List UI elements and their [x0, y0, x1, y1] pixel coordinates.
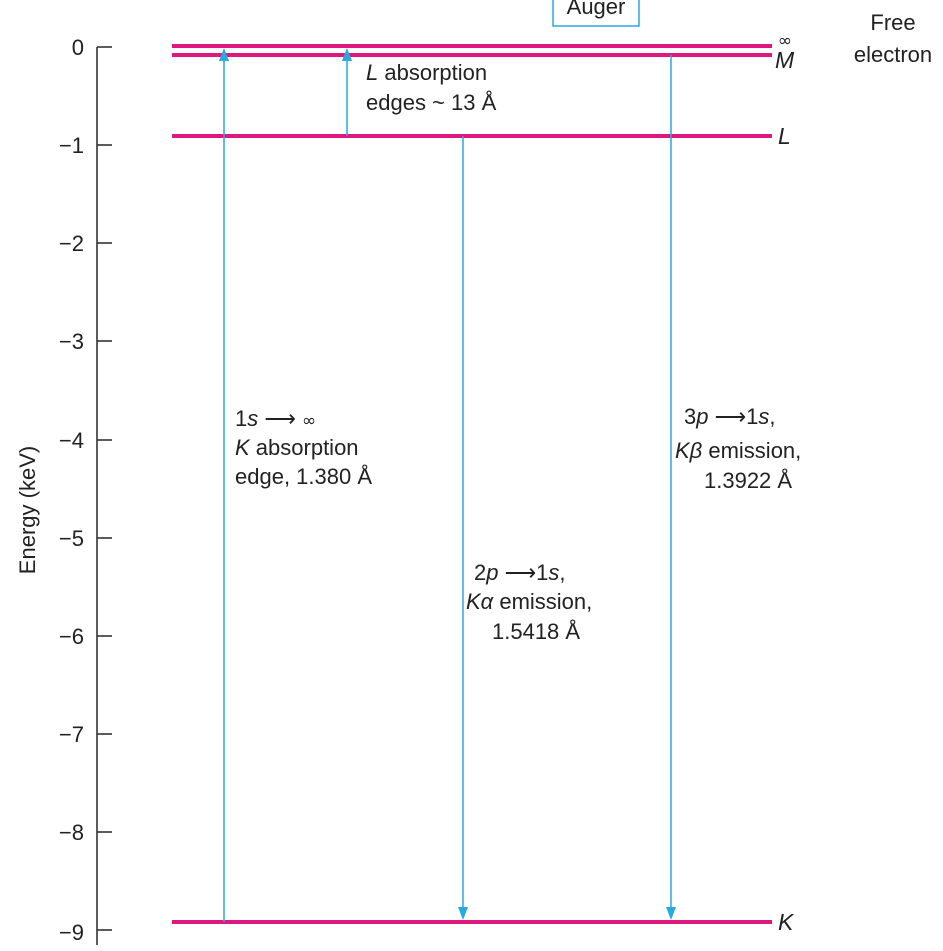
- k-alpha-line3: 1.5418 Å: [492, 619, 580, 644]
- k-alpha-line2: Kα emission,: [466, 589, 592, 614]
- k-absorption-arrow-head: [219, 48, 229, 61]
- tick-label-6: −6: [59, 624, 84, 649]
- auger-label: Auger: [567, 0, 626, 19]
- k-absorption-line1: 1s ⟶ ∞: [235, 406, 316, 431]
- k-beta-line3: 1.3922 Å: [704, 468, 792, 493]
- l-absorption-arrow-head: [342, 48, 352, 61]
- infinity-label: ∞: [778, 31, 792, 51]
- k-absorption-annotation: 1s ⟶ ∞ K absorption edge, 1.380 Å: [235, 406, 372, 489]
- k-beta-arrow-head: [666, 907, 676, 920]
- level-label-l: L: [778, 123, 791, 149]
- tick-label-2: −2: [59, 231, 84, 256]
- tick-label-4: −4: [59, 428, 84, 453]
- k-alpha-line1: 2p ⟶1s,: [474, 560, 566, 585]
- auger-box: [552, 0, 640, 27]
- l-absorption-annotation: L absorption edges ~ 13 Å: [366, 60, 497, 115]
- k-beta-annotation: 3p ⟶1s, Kβ emission, 1.3922 Å: [675, 404, 801, 493]
- level-label-m: M: [775, 47, 795, 73]
- tick-label-3: −3: [59, 329, 84, 354]
- k-beta-line1: 3p ⟶1s,: [684, 404, 776, 429]
- k-alpha-arrow-head: [458, 907, 468, 920]
- tick-label-0: 0: [72, 35, 84, 60]
- k-alpha-annotation: 2p ⟶1s, Kα emission, 1.5418 Å: [466, 560, 592, 644]
- k-absorption-line2: K absorption: [235, 435, 359, 460]
- tick-label-1: −1: [59, 133, 84, 158]
- tick-label-9: −9: [59, 920, 84, 945]
- energy-levels: [172, 44, 772, 924]
- k-absorption-line3: edge, 1.380 Å: [235, 464, 372, 489]
- l-absorption-line1: L absorption: [366, 60, 487, 85]
- tick-label-5: −5: [59, 526, 84, 551]
- tick-label-7: −7: [59, 722, 84, 747]
- l-absorption-line2: edges ~ 13 Å: [366, 90, 497, 115]
- y-axis-title: Energy (keV): [15, 446, 40, 574]
- free-electron-label-line2: electron: [854, 42, 932, 67]
- y-axis-tick-labels: 0 −1 −2 −3 −4 −5 −6 −7 −8 −9: [59, 35, 84, 945]
- transition-arrows: [219, 48, 676, 922]
- free-electron-label-line1: Free: [870, 10, 915, 35]
- tick-label-8: −8: [59, 820, 84, 845]
- k-beta-line2: Kβ emission,: [675, 438, 801, 463]
- level-label-k: K: [778, 909, 795, 935]
- y-axis-ticks: [97, 46, 112, 931]
